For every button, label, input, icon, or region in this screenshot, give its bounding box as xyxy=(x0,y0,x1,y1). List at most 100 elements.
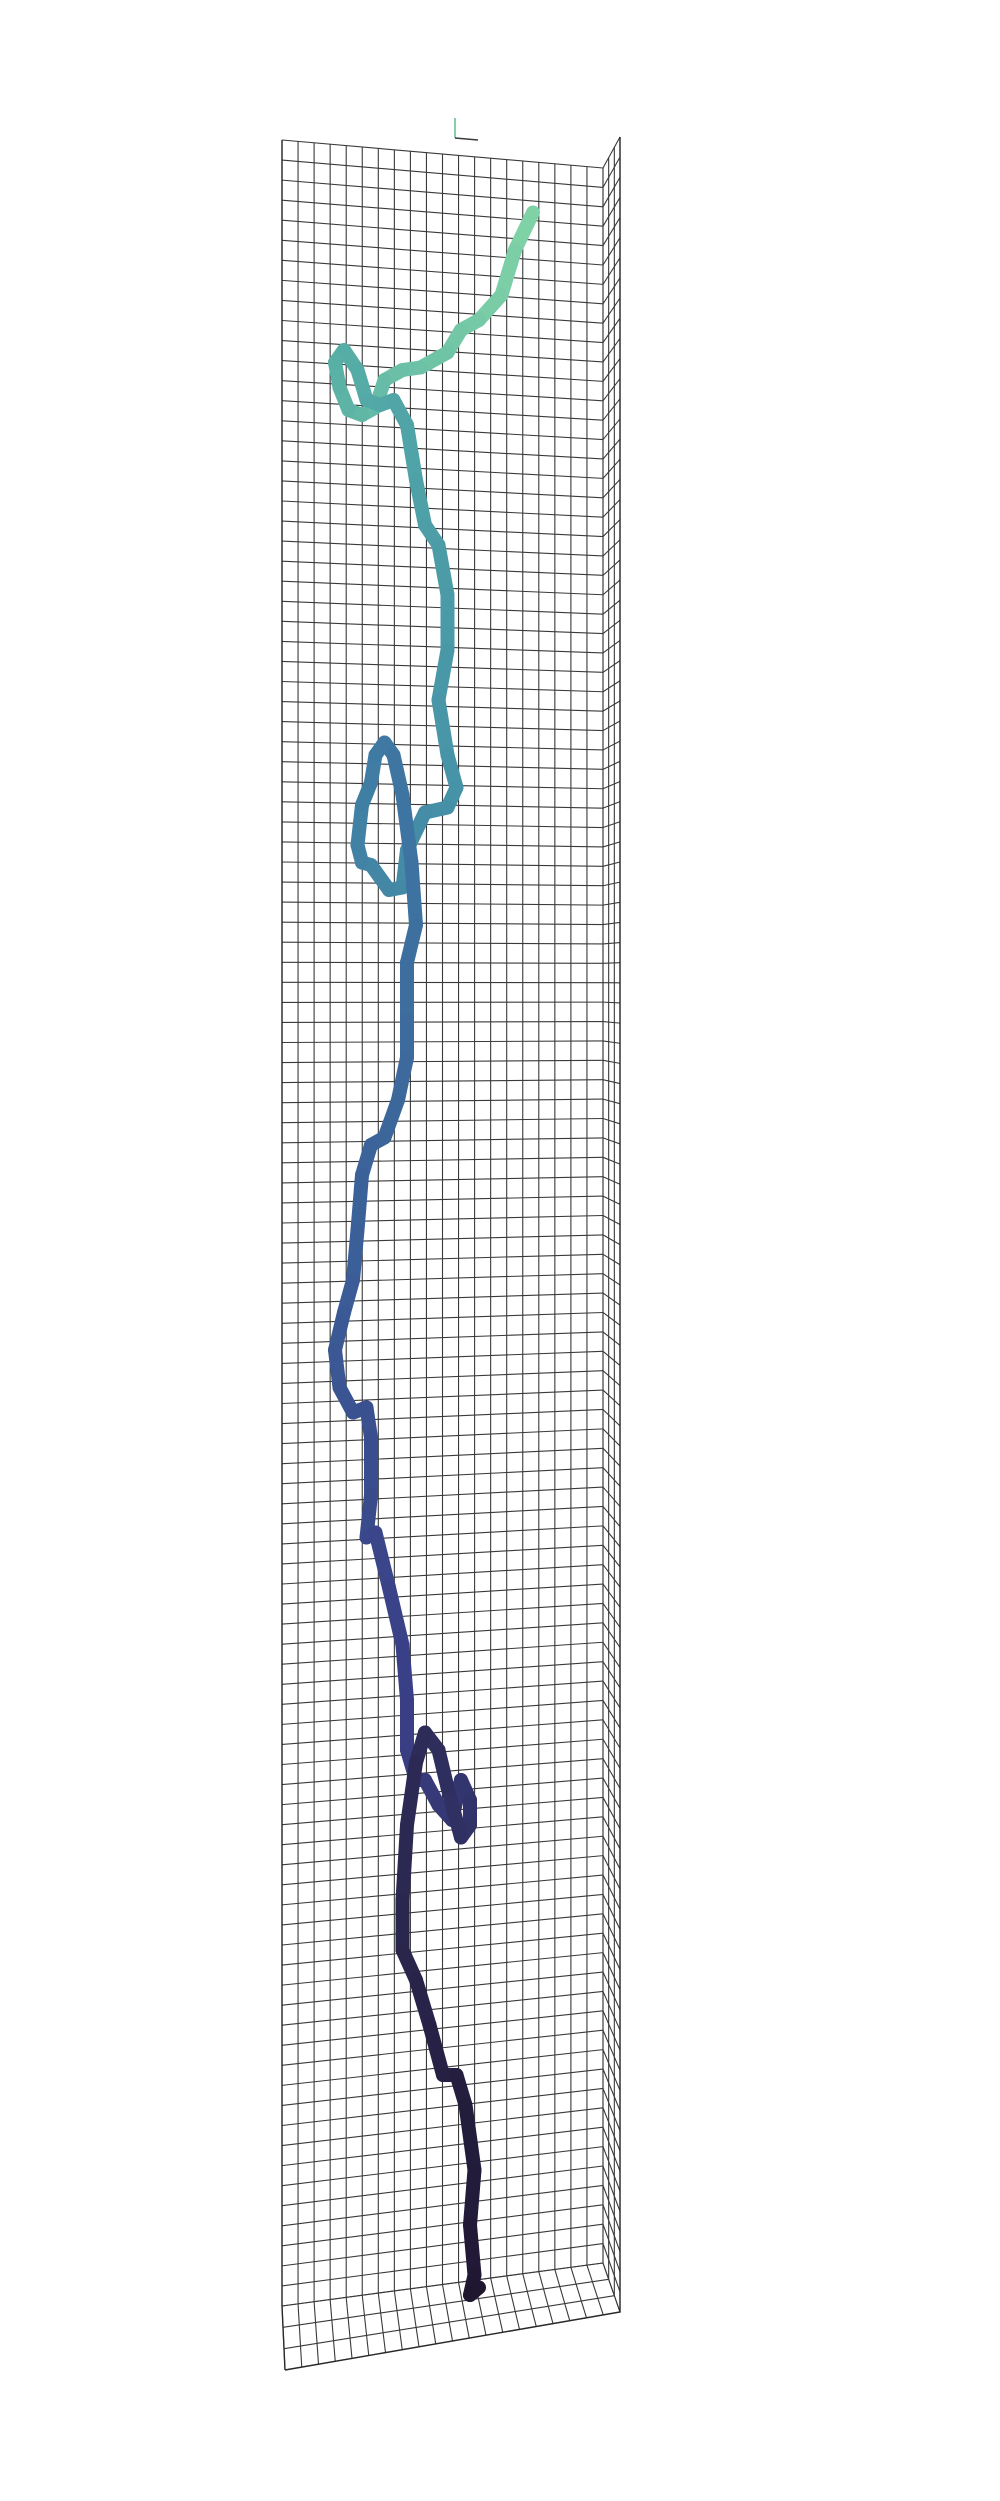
side-horizontal-gridline xyxy=(602,1932,621,1970)
side-horizontal-gridline xyxy=(602,1001,621,1004)
back-horizontal-gridline xyxy=(281,1622,604,1645)
side-horizontal-gridline xyxy=(602,1680,621,1709)
back-horizontal-gridline xyxy=(281,319,604,344)
back-horizontal-gridline xyxy=(281,2204,604,2247)
back-horizontal-gridline xyxy=(281,1117,604,1124)
back-horizontal-gridline xyxy=(281,1234,604,1244)
back-horizontal-gridline xyxy=(281,821,604,829)
floor-depth-gridline xyxy=(329,2299,336,2362)
side-horizontal-gridline xyxy=(602,881,621,887)
back-horizontal-gridline xyxy=(281,881,604,887)
back-horizontal-gridline xyxy=(281,1893,604,1926)
back-horizontal-gridline xyxy=(281,139,604,169)
trajectory-segment xyxy=(391,1050,414,1107)
side-horizontal-gridline xyxy=(602,1156,621,1165)
side-horizontal-gridline xyxy=(602,1486,621,1507)
trajectory-segment xyxy=(395,1818,414,1907)
side-horizontal-gridline xyxy=(602,1952,621,1991)
back-horizontal-gridline xyxy=(281,500,604,518)
back-horizontal-gridline xyxy=(281,199,604,227)
frame-edge xyxy=(281,140,286,2371)
side-horizontal-gridline xyxy=(602,1079,621,1085)
back-horizontal-gridline xyxy=(281,1447,604,1465)
back-horizontal-gridline xyxy=(281,1467,604,1485)
floor-depth-gridline xyxy=(425,2286,437,2344)
side-horizontal-gridline xyxy=(602,519,621,537)
floor-width-gridline xyxy=(281,2262,604,2307)
floor-depth-gridline xyxy=(441,2284,454,2342)
side-horizontal-gridline xyxy=(602,1797,621,1829)
back-horizontal-gridline xyxy=(281,861,604,867)
side-horizontal-gridline xyxy=(602,338,621,363)
back-horizontal-gridline xyxy=(281,1932,604,1966)
side-horizontal-gridline xyxy=(602,559,621,576)
side-horizontal-gridline xyxy=(602,640,621,654)
back-horizontal-gridline xyxy=(281,2146,604,2187)
back-horizontal-gridline xyxy=(281,1428,604,1445)
back-horizontal-gridline xyxy=(281,2107,604,2147)
back-horizontal-gridline xyxy=(281,1059,604,1064)
trajectory-segment xyxy=(350,1168,369,1237)
side-horizontal-gridline xyxy=(602,740,621,751)
back-horizontal-gridline xyxy=(281,400,604,421)
floor-width-gridline xyxy=(283,2295,615,2350)
side-horizontal-gridline xyxy=(602,1234,621,1246)
back-horizontal-gridline xyxy=(281,1195,604,1204)
side-horizontal-gridline xyxy=(602,1777,621,1809)
side-horizontal-gridline xyxy=(602,378,621,402)
back-horizontal-gridline xyxy=(281,961,604,964)
side-horizontal-gridline xyxy=(602,1409,621,1427)
side-horizontal-gridline xyxy=(602,257,621,285)
side-horizontal-gridline xyxy=(602,680,621,693)
back-horizontal-gridline xyxy=(281,1680,604,1705)
back-horizontal-gridline xyxy=(281,1137,604,1144)
side-horizontal-gridline xyxy=(602,177,621,208)
side-horizontal-gridline xyxy=(602,1389,621,1407)
back-horizontal-gridline xyxy=(281,1156,604,1164)
back-horizontal-gridline xyxy=(281,941,604,945)
back-horizontal-gridline xyxy=(281,1408,604,1425)
back-horizontal-gridline xyxy=(281,1602,604,1625)
back-horizontal-gridline xyxy=(281,1544,604,1565)
back-horizontal-gridline xyxy=(281,299,604,324)
trajectory-segment xyxy=(431,643,455,707)
side-horizontal-gridline xyxy=(602,1622,621,1648)
side-horizontal-gridline xyxy=(602,1040,621,1044)
trajectory-segment xyxy=(409,1973,437,2032)
back-horizontal-gridline xyxy=(281,2010,604,2046)
side-horizontal-gridline xyxy=(602,2146,621,2192)
side-horizontal-gridline xyxy=(602,1894,621,1930)
floor-depth-gridline xyxy=(377,2293,387,2353)
floor-depth-gridline xyxy=(458,2282,470,2339)
side-horizontal-gridline xyxy=(602,1816,621,1850)
side-horizontal-gridline xyxy=(602,1738,621,1769)
side-horizontal-gridline xyxy=(602,1719,621,1749)
side-horizontal-gridline xyxy=(602,801,621,809)
back-horizontal-gridline xyxy=(281,1040,604,1044)
side-horizontal-gridline xyxy=(602,2204,621,2252)
side-horizontal-gridline xyxy=(602,619,621,634)
side-horizontal-gridline xyxy=(602,760,621,770)
back-horizontal-gridline xyxy=(281,1098,604,1104)
trajectory-segment xyxy=(422,2018,450,2082)
back-horizontal-gridline xyxy=(281,1990,604,2026)
back-horizontal-gridline xyxy=(281,2223,604,2267)
side-horizontal-gridline xyxy=(602,2068,621,2111)
side-horizontal-gridline xyxy=(602,1370,621,1387)
side-horizontal-gridline xyxy=(602,217,621,246)
side-wall-grid xyxy=(602,136,621,2313)
back-horizontal-gridline xyxy=(281,841,604,848)
back-wall-grid xyxy=(281,139,604,2307)
side-horizontal-gridline xyxy=(602,921,621,926)
side-horizontal-gridline xyxy=(602,1564,621,1588)
side-horizontal-gridline xyxy=(602,1117,621,1125)
side-horizontal-gridline xyxy=(602,2010,621,2051)
trajectory-segment xyxy=(400,1755,423,1832)
trajectory-segment xyxy=(409,473,432,532)
floor-depth-gridline xyxy=(409,2288,420,2347)
side-horizontal-gridline xyxy=(602,1991,621,2031)
side-horizontal-gridline xyxy=(602,1273,621,1286)
side-horizontal-gridline xyxy=(602,358,621,382)
side-horizontal-gridline xyxy=(602,2088,621,2131)
side-horizontal-gridline xyxy=(602,962,621,964)
